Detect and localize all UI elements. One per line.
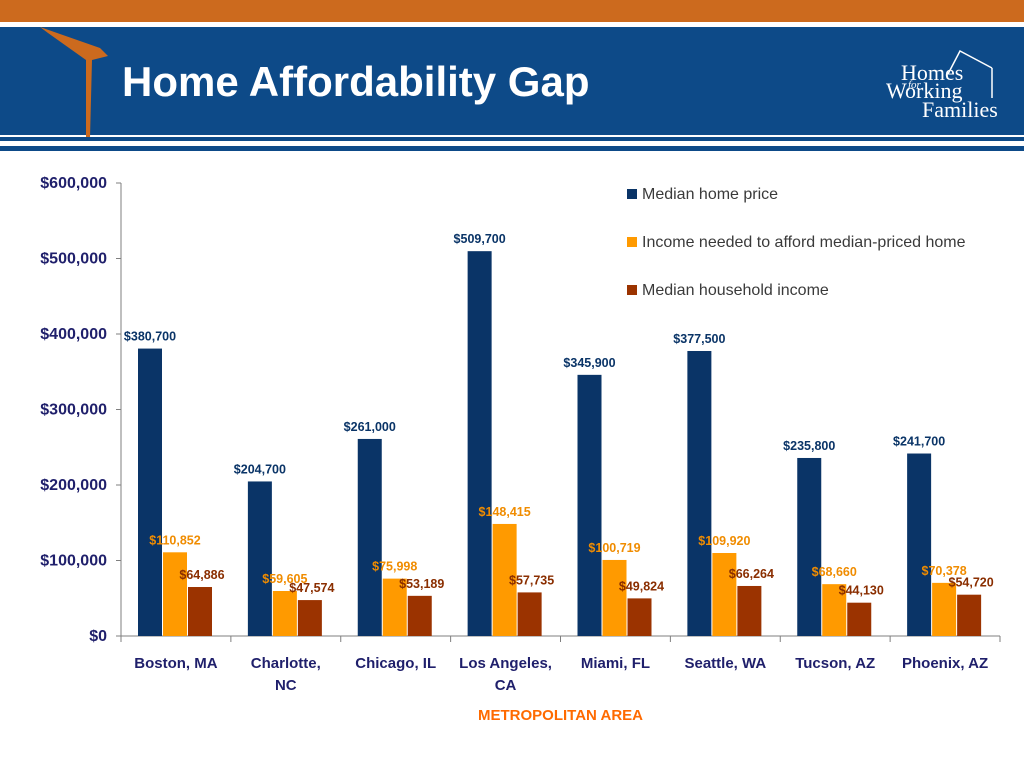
- x-tick-label: Seattle, WA: [684, 655, 766, 672]
- bar-household-income: [188, 587, 212, 636]
- bar-income-needed: [712, 553, 737, 636]
- data-label: $345,900: [563, 356, 615, 370]
- bar-income-needed: [163, 552, 187, 636]
- logo-line-homes: Homes: [901, 60, 964, 85]
- y-tick-label: $100,000: [40, 553, 107, 570]
- data-label: $241,700: [893, 435, 945, 449]
- house-roof-icon: [947, 49, 993, 75]
- header-rule-bottom: [0, 146, 1024, 151]
- top-accent-bar: [0, 0, 1024, 22]
- data-label: $54,720: [949, 576, 994, 590]
- data-label: $64,886: [179, 568, 224, 582]
- bar-household-income: [627, 598, 652, 636]
- x-tick-label: NC: [275, 677, 297, 694]
- bar-household-income: [407, 595, 432, 636]
- bar-home-price: [357, 438, 382, 636]
- data-label: $47,574: [289, 581, 334, 595]
- data-label: $59,605: [262, 572, 307, 586]
- legend-item-home-price: Median home price: [627, 186, 778, 204]
- logo-line-for: for: [908, 79, 921, 91]
- x-tick-label: Los Angeles,: [459, 655, 552, 672]
- data-label: $68,660: [812, 565, 857, 579]
- page-title: Home Affordability Gap: [122, 58, 590, 105]
- header-band: [0, 27, 1024, 135]
- bar-home-price: [907, 453, 932, 636]
- y-tick-label: $200,000: [40, 477, 107, 494]
- bar-income-needed: [822, 584, 847, 636]
- x-tick-label: Chicago, IL: [355, 655, 436, 672]
- data-label: $57,735: [509, 573, 554, 587]
- legend-item-household-income: Median household income: [627, 282, 829, 300]
- bar-home-price: [797, 457, 822, 636]
- data-label: $148,415: [479, 505, 531, 519]
- bar-home-price: [467, 251, 492, 636]
- legend-label-home-price: Median home price: [642, 186, 779, 203]
- bar-income-needed: [272, 590, 297, 636]
- logo-line-families: Families: [922, 97, 998, 122]
- bar-home-price: [687, 350, 712, 636]
- legend-label-household-income: Median household income: [642, 282, 829, 299]
- bar-home-price: [138, 348, 162, 636]
- data-label: $49,824: [619, 579, 664, 593]
- bar-income-needed: [492, 523, 517, 636]
- data-label: $235,800: [783, 439, 835, 453]
- y-tick-label: $600,000: [40, 175, 107, 192]
- data-label: $509,700: [454, 232, 506, 246]
- y-tick-label: $500,000: [40, 251, 107, 268]
- bar-income-needed: [932, 582, 957, 636]
- data-label: $100,719: [588, 541, 640, 555]
- data-label: $66,264: [729, 567, 774, 581]
- x-tick-label: Charlotte,: [251, 655, 321, 672]
- bar-household-income: [737, 585, 762, 636]
- legend-swatch-household-income: [627, 285, 637, 295]
- bar-home-price: [247, 481, 272, 636]
- data-label: $53,189: [399, 577, 444, 591]
- x-tick-label: CA: [495, 677, 517, 694]
- legend-item-income-needed: Income needed to afford median-priced ho…: [627, 234, 965, 252]
- header-decoration: [40, 27, 993, 138]
- legend-swatch-income-needed: [627, 237, 637, 247]
- header-rule-top: [0, 137, 1024, 141]
- bar-household-income: [297, 600, 322, 636]
- legend-swatch-home-price: [627, 189, 637, 199]
- x-axis-label: METROPOLITAN AREA: [478, 707, 643, 724]
- y-tick-label: $400,000: [40, 326, 107, 343]
- x-tick-label: Boston, MA: [134, 655, 217, 672]
- bar-household-income: [957, 594, 982, 636]
- y-tick-label: $0: [89, 628, 107, 645]
- data-label: $380,700: [124, 330, 176, 344]
- bar-household-income: [847, 602, 872, 636]
- logo-line-working: Working: [886, 78, 963, 103]
- bar-household-income: [517, 592, 542, 636]
- data-label: $261,000: [344, 420, 396, 434]
- data-label: $75,998: [372, 560, 417, 574]
- bar-income-needed: [602, 559, 627, 636]
- data-label: $109,920: [698, 534, 750, 548]
- orange-ribbon-shape: [40, 27, 108, 138]
- bar-home-price: [577, 374, 602, 636]
- data-label: $110,852: [149, 533, 200, 547]
- x-tick-label: Miami, FL: [581, 655, 650, 672]
- legend-label-income-needed: Income needed to afford median-priced ho…: [642, 234, 966, 251]
- bar-income-needed: [382, 578, 407, 636]
- top-accent-gap: [0, 22, 1024, 27]
- data-label: $377,500: [673, 332, 725, 346]
- data-label: $70,378: [922, 564, 967, 578]
- data-label: $44,130: [839, 584, 884, 598]
- x-tick-label: Tucson, AZ: [795, 655, 875, 672]
- data-label: $204,700: [234, 462, 286, 476]
- y-tick-label: $300,000: [40, 402, 107, 419]
- x-tick-label: Phoenix, AZ: [902, 655, 988, 672]
